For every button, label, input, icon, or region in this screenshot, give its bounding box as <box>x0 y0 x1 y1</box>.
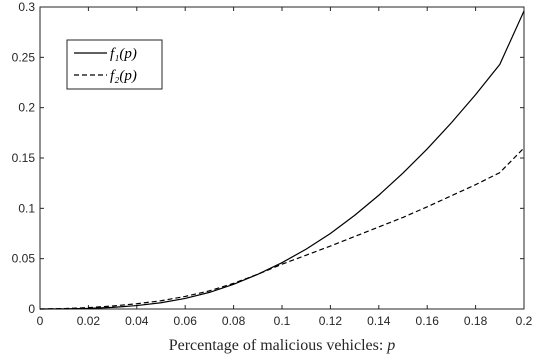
x-tick-label: 0.04 <box>125 314 149 328</box>
x-tick-label: 0.1 <box>274 314 291 328</box>
legend: f₁(p) f₂(p) <box>66 39 163 90</box>
x-tick-label: 0.08 <box>222 314 246 328</box>
x-tick-label: 0.18 <box>464 314 488 328</box>
x-tick-label: 0 <box>37 314 44 328</box>
y-tick-label: 0.15 <box>12 151 36 165</box>
y-tick-label: 0 <box>28 302 35 316</box>
legend-box <box>66 39 163 90</box>
x-ticks: 0 0.02 0.04 0.06 0.08 0.1 0.12 0.14 0.16 0.18 0.2 <box>37 7 533 328</box>
y-tick-label: 0.3 <box>18 0 35 14</box>
x-tick-label: 0.2 <box>516 314 533 328</box>
x-tick-label: 0.02 <box>77 314 101 328</box>
legend-label-f2: f₂(p) <box>110 68 137 84</box>
x-tick-label: 0.06 <box>174 314 198 328</box>
series-line-f2 <box>39 147 525 310</box>
x-tick-label: 0.16 <box>416 314 440 328</box>
series-layer <box>39 10 525 310</box>
x-axis-title: Percentage of malicious vehicles: p <box>169 337 396 354</box>
legend-label-f1: f₁(p) <box>110 46 137 62</box>
x-tick-label: 0.12 <box>319 314 343 328</box>
y-ticks: 0 0.05 0.1 0.15 0.2 0.25 0.3 <box>12 0 524 316</box>
y-tick-label: 0.2 <box>18 101 35 115</box>
x-tick-label: 0.14 <box>367 314 391 328</box>
series-line-f1 <box>39 10 525 310</box>
y-tick-label: 0.05 <box>12 252 36 266</box>
y-tick-label: 0.1 <box>18 201 35 215</box>
y-tick-label: 0.25 <box>12 50 36 64</box>
